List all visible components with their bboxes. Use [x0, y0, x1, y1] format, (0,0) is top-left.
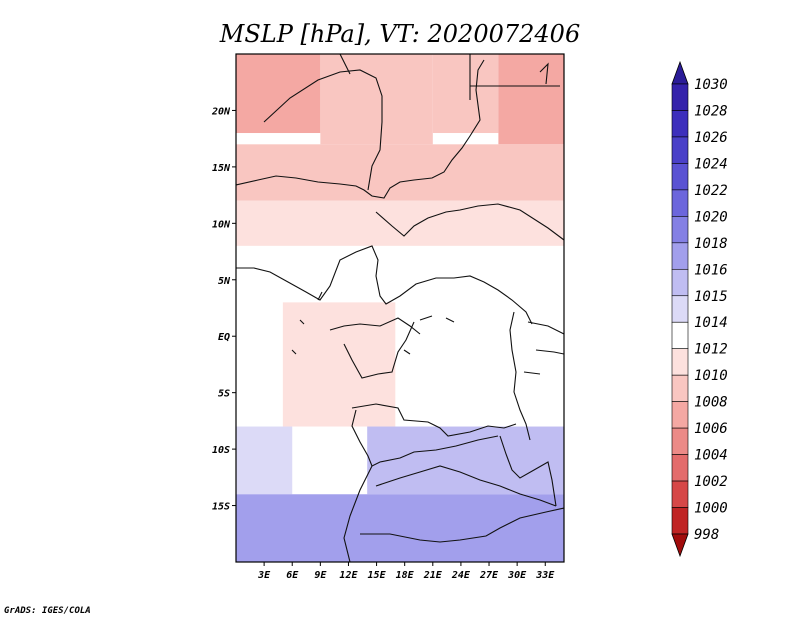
pressure-cell — [236, 144, 564, 201]
map-panel — [236, 54, 564, 562]
border-line — [403, 62, 549, 355]
colorbar-segment — [671, 242, 689, 270]
pressure-cell — [367, 426, 564, 495]
colorbar-label: 1010 — [694, 368, 728, 384]
colorbar-top-arrow — [671, 60, 689, 85]
border-line — [263, 69, 383, 191]
pressure-cell — [498, 54, 564, 145]
credit-text: GrADS: IGES/COLA — [4, 606, 91, 616]
pressure-cell — [236, 54, 321, 134]
colorbar-segment — [671, 321, 689, 350]
colorbar-segment — [671, 268, 689, 297]
colorbar: 1030 1028 1026 1024 1022 1020 1018 1016 1015 1014… — [671, 60, 728, 558]
colorbar-label: 1002 — [694, 474, 728, 490]
pressure-cell — [282, 302, 396, 427]
y-tick-label: 5N — [218, 276, 231, 287]
colorbar-label: 1006 — [694, 421, 728, 437]
colorbar-label: 1015 — [694, 289, 728, 305]
border-line — [339, 54, 560, 100]
country-borders — [236, 54, 564, 562]
border-line — [523, 321, 564, 375]
pressure-cell — [236, 245, 564, 303]
colorbar-label: 998 — [694, 527, 719, 543]
colorbar-label: 1028 — [694, 103, 728, 119]
pressure-cell — [236, 494, 564, 562]
x-tick-label: 30E — [507, 570, 527, 581]
border-line — [375, 465, 557, 507]
colorbar-label: 1022 — [694, 183, 728, 199]
border-line — [360, 507, 564, 543]
y-tick-label: 15N — [212, 163, 231, 174]
colorbar-label: 1000 — [694, 501, 728, 517]
pressure-cell — [432, 54, 499, 134]
y-tick-label: 20N — [211, 106, 231, 117]
x-tick-label: 12E — [339, 570, 358, 581]
map-frame — [235, 53, 565, 563]
colorbar-segment — [671, 83, 689, 111]
border-line — [236, 245, 533, 325]
y-tick-label: 15S — [212, 502, 230, 513]
x-tick-label: 3E — [257, 570, 271, 581]
x-tick-label: 9E — [314, 570, 327, 581]
colorbar-segment — [671, 454, 689, 482]
colorbar-label: 1014 — [694, 315, 728, 331]
border-line — [236, 59, 485, 199]
colorbar-segment — [671, 374, 689, 402]
y-tick-label: 5S — [218, 389, 230, 400]
x-tick-label: 18E — [396, 570, 415, 581]
colorbar-label: 1008 — [694, 395, 728, 411]
colorbar-label: 1020 — [694, 209, 728, 225]
colorbar-label: 1024 — [694, 156, 728, 172]
colorbar-segment — [671, 507, 689, 535]
colorbar-segment — [671, 189, 689, 217]
border-line — [343, 321, 415, 379]
pressure-cell — [320, 54, 433, 145]
colorbar-segment — [671, 480, 689, 508]
colorbar-label: 1004 — [694, 448, 728, 464]
y-tick-label: 10N — [212, 219, 231, 230]
colorbar-label: 1016 — [694, 262, 728, 278]
chart-title: MSLP [hPa], VT: 2020072406 — [219, 20, 580, 48]
colorbar-segment — [671, 427, 689, 455]
pressure-cell — [236, 200, 564, 246]
colorbar-segment — [671, 295, 689, 323]
border-line — [351, 403, 517, 437]
border-line — [509, 311, 531, 441]
colorbar-label: 1018 — [694, 236, 728, 252]
colorbar-label: 1030 — [694, 77, 728, 93]
x-tick-label: 24E — [451, 570, 471, 581]
colorbar-bottom-arrow — [671, 533, 689, 558]
axis-ticks: 3E 6E 9E 12E 15E 18E 21E 24E 27E 30E 33E 20N 15N 10N 5… — [211, 106, 555, 581]
y-tick-label: 10S — [212, 445, 230, 456]
border-line — [375, 203, 564, 241]
x-tick-label: 27E — [479, 570, 499, 581]
x-tick-label: 15E — [368, 570, 387, 581]
border-line — [291, 291, 323, 355]
colorbar-segment — [671, 348, 689, 376]
border-line — [499, 435, 557, 507]
y-tick-label: EQ — [218, 332, 230, 343]
x-tick-label: 6E — [286, 570, 299, 581]
pressure-cell — [236, 426, 293, 495]
x-tick-label: 21E — [423, 570, 443, 581]
colorbar-label: 1012 — [694, 342, 728, 358]
border-line — [343, 465, 373, 562]
colorbar-label: 1026 — [694, 130, 728, 146]
pressure-field — [236, 54, 564, 562]
colorbar-segment — [671, 163, 689, 191]
border-line — [329, 317, 421, 335]
colorbar-segment — [671, 136, 689, 164]
colorbar-segment — [671, 216, 689, 244]
colorbar-segment — [671, 110, 689, 138]
x-tick-label: 33E — [535, 570, 555, 581]
colorbar-segment — [671, 401, 689, 429]
border-line — [351, 409, 499, 467]
